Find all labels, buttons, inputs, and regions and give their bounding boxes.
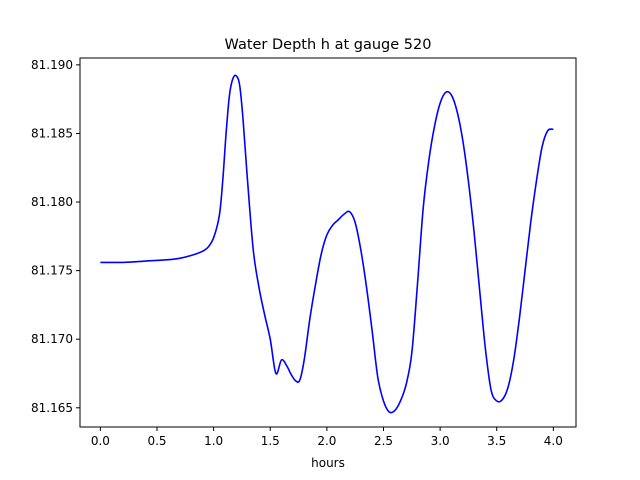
- x-tick-label: 0.5: [147, 434, 166, 448]
- x-tick-label: 0.0: [91, 434, 110, 448]
- x-tick-label: 3.5: [487, 434, 506, 448]
- x-tick-label: 4.0: [544, 434, 563, 448]
- x-tick-label: 1.5: [261, 434, 280, 448]
- y-tick-label: 81.185: [31, 126, 73, 140]
- y-tick-label: 81.190: [31, 58, 73, 72]
- chart-title: Water Depth h at gauge 520: [225, 37, 432, 53]
- series-layer: [100, 74, 554, 414]
- x-axis-ticks: 0.0 0.5 1.0 1.5 2.0 2.5 3.0 3.5 4.0: [91, 427, 563, 448]
- x-tick-label: 3.0: [431, 434, 450, 448]
- y-tick-label: 81.170: [31, 332, 73, 346]
- y-tick-label: 81.165: [31, 401, 73, 415]
- plot-area: [80, 58, 576, 427]
- x-tick-label: 1.0: [204, 434, 223, 448]
- plot-frame: [79, 57, 577, 428]
- y-tick-label: 81.180: [31, 195, 73, 209]
- x-tick-label: 2.5: [374, 434, 393, 448]
- x-axis-label: hours: [311, 456, 345, 470]
- x-tick-label: 2.0: [317, 434, 336, 448]
- y-tick-label: 81.175: [31, 264, 73, 278]
- y-axis-ticks: 81.165 81.170 81.175 81.180 81.185 81.190: [31, 58, 80, 415]
- series-line: [100, 74, 554, 414]
